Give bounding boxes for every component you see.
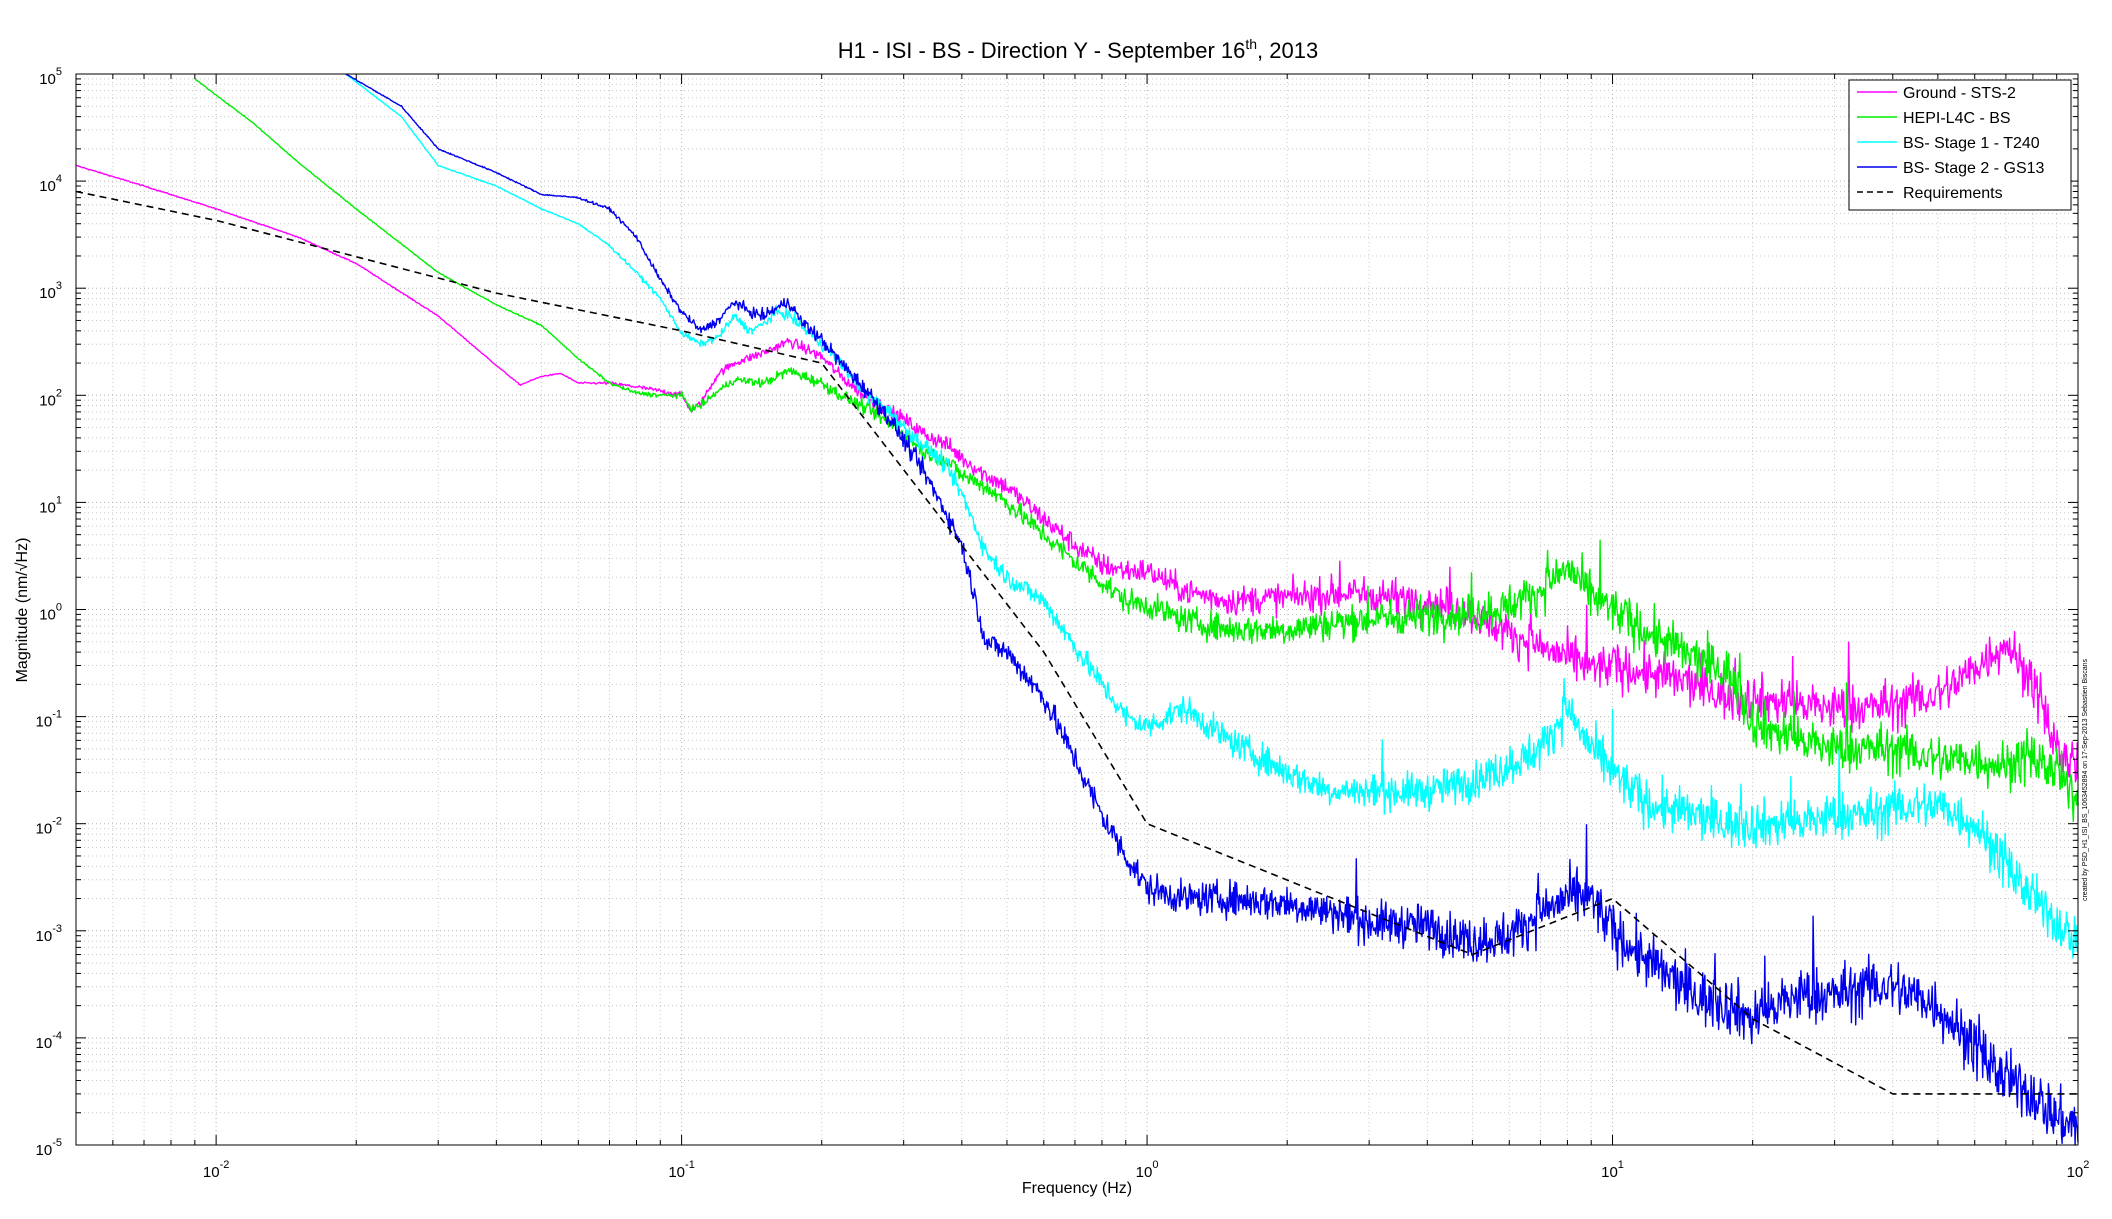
credit-text: created by PSD_H1_ISI_BS_1063452894 on 1… xyxy=(2082,658,2089,901)
y-tick-base: 10 xyxy=(36,928,53,945)
y-tick-label: 103 xyxy=(39,280,62,302)
y-tick-exponent: -5 xyxy=(52,1137,62,1149)
y-tick-exponent: 4 xyxy=(56,173,62,185)
y-tick-base: 10 xyxy=(36,821,53,838)
x-tick-label: 100 xyxy=(1136,1159,1159,1181)
legend-label-ground: Ground - STS-2 xyxy=(1903,85,2016,102)
series-layer xyxy=(75,73,2079,1146)
x-tick-exponent: 0 xyxy=(1152,1159,1158,1171)
series-line-bs-stage-2-gs13 xyxy=(345,73,2079,1146)
y-tick-exponent: -3 xyxy=(52,923,62,935)
x-axis-label: Frequency (Hz) xyxy=(1022,1180,1132,1197)
x-tick-label: 10-1 xyxy=(668,1159,694,1181)
chart-title-superscript: th xyxy=(1245,36,1257,52)
ticks-layer: 10-2 10-1 100 101 10210510410310210110010-11… xyxy=(36,66,2090,1181)
chart-title-suffix: , 2013 xyxy=(1257,38,1318,63)
y-tick-label: 10-2 xyxy=(36,816,62,838)
y-tick-label: 10-5 xyxy=(36,1137,62,1159)
x-tick-base: 10 xyxy=(1601,1164,1618,1181)
y-tick-label: 104 xyxy=(39,173,62,195)
y-tick-exponent: 5 xyxy=(56,66,62,78)
y-tick-label: 10-1 xyxy=(36,709,62,731)
y-tick-exponent: -4 xyxy=(52,1030,62,1042)
y-tick-label: 10-3 xyxy=(36,923,62,945)
x-tick-exponent: -1 xyxy=(685,1159,695,1171)
x-tick-label: 101 xyxy=(1601,1159,1624,1181)
legend-box xyxy=(1848,79,2072,211)
y-tick-base: 10 xyxy=(39,178,56,195)
y-tick-exponent: 2 xyxy=(56,387,62,399)
y-tick-exponent: -1 xyxy=(52,709,62,721)
y-tick-label: 105 xyxy=(39,66,62,88)
legend-label-stage1: BS- Stage 1 - T240 xyxy=(1903,135,2040,152)
y-tick-exponent: -2 xyxy=(52,816,62,828)
x-tick-label: 10-2 xyxy=(203,1159,229,1181)
x-tick-label: 102 xyxy=(2067,1159,2090,1181)
y-axis-label: Magnitude (nm/√Hz) xyxy=(14,538,31,683)
legend: Ground - STS-2 HEPI-L4C - BS BS- Stage 1… xyxy=(1848,79,2072,211)
x-tick-base: 10 xyxy=(203,1164,220,1181)
y-tick-label: 102 xyxy=(39,387,62,409)
y-tick-exponent: 3 xyxy=(56,280,62,292)
y-tick-base: 10 xyxy=(39,392,56,409)
x-tick-exponent: -2 xyxy=(220,1159,230,1171)
chart-title: H1 - ISI - BS - Direction Y - September … xyxy=(838,36,1318,63)
y-tick-exponent: 1 xyxy=(56,494,62,506)
y-tick-base: 10 xyxy=(39,499,56,516)
x-tick-base: 10 xyxy=(668,1164,685,1181)
y-tick-label: 100 xyxy=(39,602,62,624)
y-tick-base: 10 xyxy=(39,71,56,88)
y-tick-base: 10 xyxy=(39,607,56,624)
y-tick-label: 10-4 xyxy=(36,1030,62,1052)
y-tick-exponent: 0 xyxy=(56,602,62,614)
series-line-requirements xyxy=(75,190,2078,1095)
y-tick-base: 10 xyxy=(36,1035,53,1052)
legend-label-requirements: Requirements xyxy=(1903,185,2003,202)
y-tick-base: 10 xyxy=(39,285,56,302)
x-tick-base: 10 xyxy=(2067,1164,2084,1181)
legend-label-hepi: HEPI-L4C - BS xyxy=(1903,110,2011,127)
x-tick-base: 10 xyxy=(1136,1164,1153,1181)
legend-label-stage2: BS- Stage 2 - GS13 xyxy=(1903,160,2045,177)
series-line-hepi-l4c-bs xyxy=(194,78,2079,822)
y-tick-label: 101 xyxy=(39,494,62,516)
series-line-bs-stage-1-t240 xyxy=(345,73,2079,959)
y-tick-base: 10 xyxy=(36,1142,53,1159)
x-tick-exponent: 1 xyxy=(1618,1159,1624,1171)
x-tick-exponent: 2 xyxy=(2083,1159,2089,1171)
chart-title-main: H1 - ISI - BS - Direction Y - September … xyxy=(838,38,1246,63)
y-tick-base: 10 xyxy=(36,714,53,731)
